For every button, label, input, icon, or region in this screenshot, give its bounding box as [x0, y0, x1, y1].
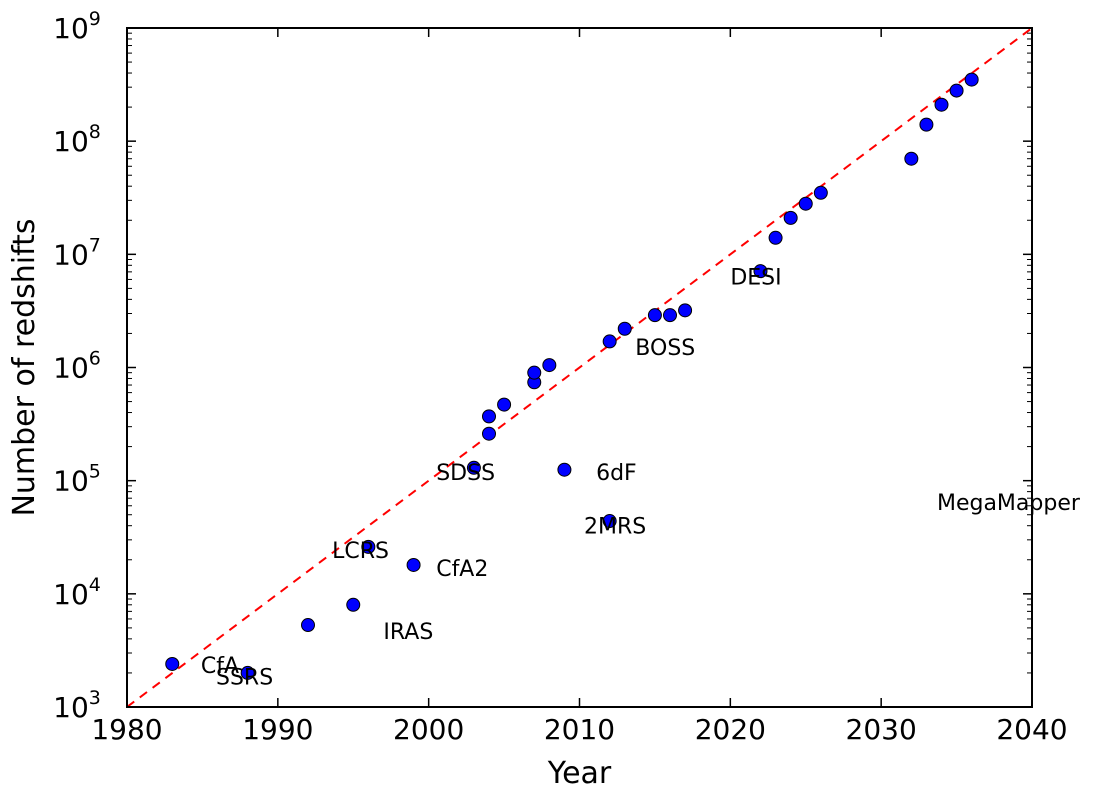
annotation-label: LCRS: [332, 539, 389, 564]
data-point: [240, 665, 255, 680]
annotation-label: SDSS: [436, 461, 495, 486]
x-tick-label: 2020: [695, 713, 766, 746]
x-tick-label: 2030: [846, 713, 917, 746]
data-point: [678, 303, 693, 318]
data-point: [602, 514, 617, 529]
data-point: [964, 72, 979, 87]
data-point: [813, 185, 828, 200]
data-point: [557, 462, 572, 477]
data-point: [301, 618, 315, 633]
data-point: [482, 409, 496, 424]
data-point: [497, 397, 512, 412]
annotation-label: SSRS: [216, 666, 273, 691]
data-point: [663, 308, 677, 323]
data-point: [466, 460, 481, 475]
data-point: [934, 97, 949, 112]
data-point: [798, 196, 813, 211]
x-tick-label: 1990: [242, 713, 313, 746]
data-point: [753, 264, 768, 279]
ticks-layer: 1980 1990 2000 2010 2020 2030 2040103104105106…: [53, 8, 1068, 746]
annotation-label: 6dF: [596, 461, 637, 486]
data-point: [406, 557, 421, 572]
annotation-label: 2MRS: [584, 514, 646, 539]
x-tick-label: 2000: [393, 713, 464, 746]
y-tick-label: 109: [53, 8, 101, 45]
data-point: [346, 597, 361, 612]
data-point: [602, 334, 617, 349]
data-point: [165, 656, 180, 671]
x-axis-title: Year: [547, 756, 612, 786]
data-point: [361, 539, 376, 554]
data-point: [949, 83, 964, 98]
data-point: [647, 308, 662, 323]
annotation-label: DESI: [730, 266, 781, 291]
annotation-label: CfA2: [436, 557, 488, 582]
annotation-label: BOSS: [635, 336, 695, 361]
annotation-label: CfA: [201, 654, 239, 679]
y-tick-label: 104: [53, 574, 101, 611]
annotation-label: MegaMapper: [937, 491, 1081, 516]
x-tick-label: 1980: [91, 713, 162, 746]
y-axis-title: Number of redshifts: [7, 218, 42, 516]
x-tick-label: 2040: [996, 713, 1067, 746]
data-point: [482, 426, 496, 441]
data-point: [768, 230, 783, 245]
data-point: [783, 210, 798, 225]
trend-line-layer: [126, 27, 1033, 708]
x-tick-label: 2010: [544, 713, 615, 746]
data-point: [527, 365, 542, 380]
data-point: [919, 117, 934, 132]
data-point: [617, 321, 632, 336]
data-point: [904, 151, 919, 166]
data-point: [542, 358, 557, 373]
data-points-layer: [165, 72, 979, 680]
annotation-label: IRAS: [383, 620, 433, 645]
trend-line: [126, 27, 1033, 708]
